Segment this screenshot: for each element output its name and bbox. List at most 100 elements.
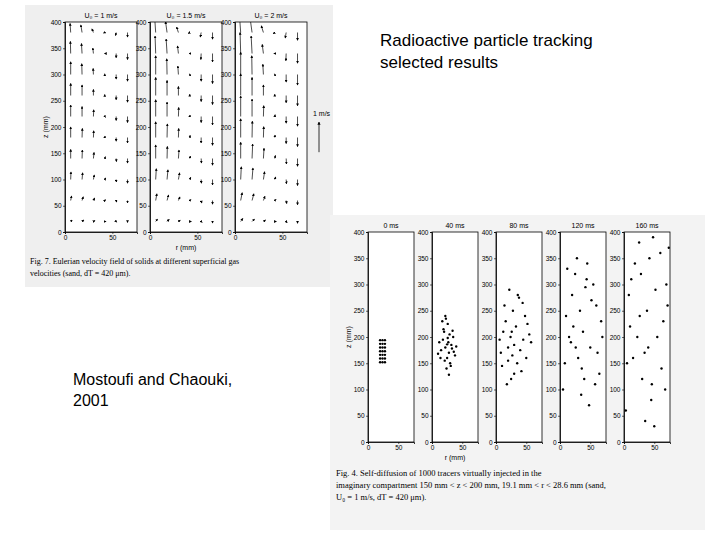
tracer-point bbox=[643, 352, 645, 354]
velocity-arrow bbox=[104, 157, 106, 159]
y-tick: 400 bbox=[482, 229, 496, 236]
scale-arrow bbox=[319, 122, 320, 152]
tracer-point bbox=[652, 236, 654, 238]
tracer-point bbox=[447, 323, 449, 325]
tracer-point bbox=[455, 345, 457, 347]
velocity-arrow bbox=[127, 180, 128, 184]
x-axis-line bbox=[151, 233, 223, 235]
velocity-arrow bbox=[167, 81, 168, 96]
y-tick-label: 250 bbox=[418, 307, 429, 314]
y-axis-line bbox=[494, 233, 497, 443]
velocity-arrow bbox=[297, 96, 298, 106]
y-axis-line bbox=[148, 23, 151, 233]
plot-frame bbox=[560, 232, 606, 442]
velocity-arrow bbox=[104, 199, 106, 201]
y-tick-label: 150 bbox=[610, 360, 621, 367]
panel: 05010015020025030035040005040 msr (mm) bbox=[418, 222, 479, 462]
tracer-point bbox=[568, 336, 570, 338]
tracer-point bbox=[641, 378, 643, 380]
tracer-point bbox=[513, 373, 515, 375]
velocity-arrow bbox=[70, 24, 72, 33]
velocity-arrow bbox=[93, 220, 95, 222]
velocity-arrow bbox=[262, 45, 263, 54]
tracer-point bbox=[647, 346, 649, 348]
velocity-arrow bbox=[155, 145, 156, 159]
velocity-arrow bbox=[116, 159, 117, 162]
y-tick-label: 350 bbox=[418, 255, 429, 262]
tracer-point bbox=[448, 352, 450, 354]
y-tick-mark bbox=[558, 285, 560, 286]
tracer-point bbox=[384, 357, 386, 359]
velocity-arrow bbox=[190, 221, 192, 222]
velocity-arrow bbox=[177, 46, 179, 54]
y-tick-label: 400 bbox=[482, 229, 493, 236]
y-axis: 050100150200250300350400 bbox=[51, 19, 66, 236]
velocity-arrow bbox=[189, 73, 190, 75]
tracer-point bbox=[501, 365, 503, 367]
tracer-point bbox=[498, 338, 500, 340]
tracer-point bbox=[628, 294, 630, 296]
plot-frame bbox=[432, 232, 478, 442]
y-tick: 250 bbox=[221, 97, 235, 104]
velocity-arrow bbox=[297, 33, 298, 41]
tracer-point bbox=[577, 357, 579, 359]
y-tick-label: 150 bbox=[221, 150, 232, 157]
y-tick-mark bbox=[558, 416, 560, 417]
y-tick-label: 200 bbox=[221, 124, 232, 131]
tracer-point bbox=[625, 409, 627, 411]
tracer-point bbox=[510, 378, 512, 380]
tracer-point bbox=[504, 320, 506, 322]
caption-line: Fig. 7. Eulerian velocity field of solid… bbox=[30, 257, 239, 266]
velocity-arrow bbox=[240, 33, 242, 54]
caption-line: velocities (sand, dT = 420 μm). bbox=[30, 269, 130, 278]
velocity-arrow bbox=[201, 96, 202, 102]
tracer-point bbox=[588, 404, 590, 406]
velocity-arrow bbox=[82, 107, 83, 117]
y-axis-line bbox=[366, 233, 369, 443]
x-tick-label: 50 bbox=[651, 444, 659, 451]
velocity-arrow bbox=[200, 54, 201, 60]
velocity-arrow bbox=[81, 64, 82, 75]
y-tick-label: 0 bbox=[58, 229, 62, 236]
y-tick-label: 0 bbox=[425, 439, 429, 446]
velocity-arrow bbox=[286, 75, 287, 83]
tracer-point bbox=[441, 320, 443, 322]
velocity-arrow bbox=[263, 220, 265, 222]
velocity-arrow bbox=[252, 194, 254, 201]
velocity-arrow bbox=[252, 99, 253, 116]
tracer-point bbox=[664, 388, 666, 390]
velocity-arrow bbox=[104, 32, 105, 34]
velocity-arrow bbox=[127, 117, 128, 123]
velocity-arrow bbox=[155, 36, 157, 53]
velocity-arrow bbox=[82, 220, 84, 222]
x-tick-label: 50 bbox=[587, 444, 595, 451]
x-tick: 50 bbox=[523, 442, 531, 451]
y-axis-line bbox=[233, 23, 236, 233]
velocity-arrow bbox=[189, 156, 191, 158]
tracer-point bbox=[379, 339, 381, 341]
x-axis: 050 bbox=[431, 442, 479, 451]
y-tick: 50 bbox=[54, 202, 65, 209]
velocity-arrow bbox=[212, 117, 213, 125]
panel-title: 40 ms bbox=[445, 222, 465, 229]
x-tick: 0 bbox=[367, 442, 371, 451]
x-axis-line bbox=[561, 443, 607, 445]
velocity-arrow bbox=[177, 27, 179, 32]
tracer-point bbox=[571, 294, 573, 296]
velocity-arrow bbox=[212, 33, 213, 40]
velocity-arrow bbox=[167, 219, 169, 221]
velocity-arrow bbox=[212, 75, 213, 84]
x-tick: 50 bbox=[279, 232, 287, 241]
velocity-arrow bbox=[104, 136, 105, 138]
x-tick: 50 bbox=[194, 232, 202, 241]
y-tick-label: 300 bbox=[354, 281, 365, 288]
velocity-arrow bbox=[201, 180, 202, 184]
y-tick-mark bbox=[366, 232, 368, 233]
y-tick-mark bbox=[366, 363, 368, 364]
x-tick: 0 bbox=[149, 232, 153, 241]
x-tick-label: 50 bbox=[279, 234, 287, 241]
y-tick-label: 100 bbox=[546, 386, 557, 393]
panel: 05010015020025030035040005080 ms bbox=[482, 222, 543, 451]
y-axis: 050100150200250300350400 bbox=[418, 229, 433, 446]
y-tick-label: 250 bbox=[354, 307, 365, 314]
